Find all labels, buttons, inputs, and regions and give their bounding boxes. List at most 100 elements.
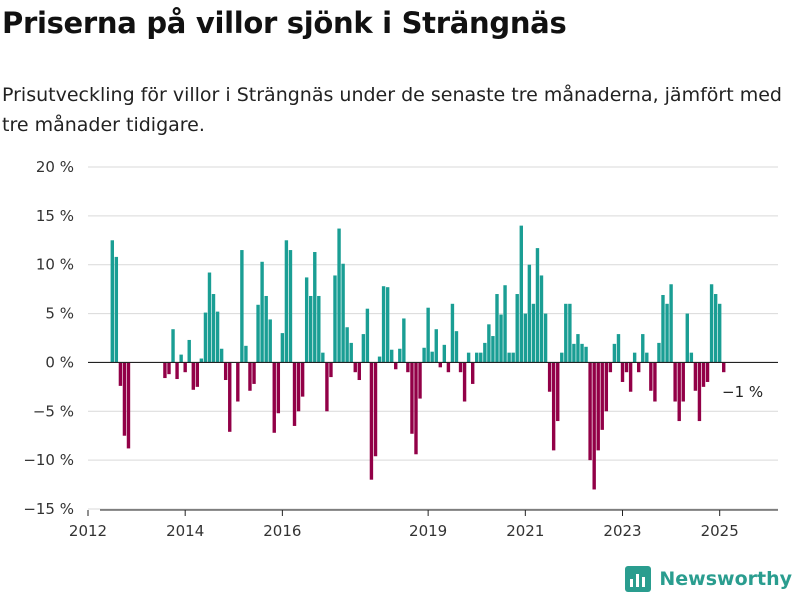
bar bbox=[353, 362, 357, 373]
bar bbox=[175, 362, 179, 380]
bar bbox=[580, 343, 584, 363]
y-tick-label: 20 % bbox=[36, 158, 74, 176]
bar bbox=[612, 343, 617, 363]
bar bbox=[592, 362, 596, 490]
y-tick-label: −15 % bbox=[23, 500, 74, 518]
bar bbox=[381, 286, 386, 363]
bar bbox=[620, 362, 625, 382]
bar bbox=[616, 334, 621, 363]
bar bbox=[709, 284, 714, 363]
bar bbox=[296, 362, 301, 412]
bar bbox=[462, 362, 467, 402]
bar bbox=[701, 362, 706, 387]
bar bbox=[365, 308, 370, 363]
bar bbox=[495, 294, 499, 363]
bar bbox=[560, 352, 564, 363]
x-tick-label: 2025 bbox=[701, 522, 739, 540]
bar bbox=[669, 284, 673, 363]
bar bbox=[215, 311, 220, 363]
bar bbox=[584, 346, 588, 363]
bar bbox=[673, 362, 677, 402]
bar bbox=[256, 304, 260, 363]
y-axis-tick-labels: 20 % 15 % 10 % 5 % 0 % −5 % −10 % −15 % bbox=[23, 158, 74, 518]
bar bbox=[377, 356, 382, 363]
gridlines bbox=[88, 166, 778, 510]
x-tick-label: 2014 bbox=[166, 522, 204, 540]
bar bbox=[442, 344, 447, 363]
bar bbox=[632, 352, 637, 363]
x-tick-label: 2012 bbox=[69, 522, 107, 540]
bar bbox=[406, 362, 410, 373]
bar bbox=[458, 362, 463, 373]
bar bbox=[535, 248, 540, 363]
bar bbox=[349, 342, 353, 363]
bar bbox=[628, 362, 633, 392]
bar bbox=[717, 303, 722, 363]
bar bbox=[126, 362, 131, 449]
y-tick-label: 10 % bbox=[36, 256, 74, 274]
bar bbox=[171, 329, 175, 363]
bar bbox=[280, 333, 285, 363]
bar bbox=[556, 362, 560, 422]
bar bbox=[292, 362, 297, 426]
bar bbox=[543, 313, 548, 363]
y-tick-label: 15 % bbox=[36, 207, 74, 225]
bar bbox=[357, 362, 361, 381]
bar bbox=[588, 362, 592, 461]
bar bbox=[264, 295, 268, 363]
bar bbox=[313, 252, 317, 363]
bar bbox=[187, 339, 191, 363]
bar bbox=[450, 303, 455, 363]
bar bbox=[325, 362, 329, 412]
bar bbox=[527, 264, 532, 363]
bar bbox=[551, 362, 556, 451]
x-tick-label: 2021 bbox=[506, 522, 544, 540]
bar bbox=[329, 362, 333, 378]
bar bbox=[454, 331, 459, 363]
bar bbox=[361, 334, 366, 363]
bar bbox=[624, 362, 629, 373]
bar bbox=[195, 362, 200, 387]
bar bbox=[466, 352, 471, 363]
bar bbox=[697, 362, 702, 422]
bar bbox=[414, 362, 418, 455]
bar bbox=[203, 312, 208, 363]
bar bbox=[369, 362, 374, 480]
bar bbox=[122, 362, 127, 436]
bar bbox=[576, 334, 580, 363]
bar bbox=[475, 352, 479, 363]
bar bbox=[689, 352, 694, 363]
bar bbox=[600, 362, 604, 430]
bar bbox=[564, 303, 568, 363]
y-tick-label: −10 % bbox=[23, 451, 74, 469]
bar bbox=[572, 343, 576, 363]
bar bbox=[677, 362, 681, 422]
bar bbox=[665, 303, 669, 363]
bar bbox=[487, 324, 491, 363]
bar bbox=[167, 362, 171, 375]
bar bbox=[300, 362, 305, 397]
bar bbox=[438, 362, 442, 368]
bar bbox=[236, 362, 240, 402]
bar bbox=[284, 240, 289, 363]
bar bbox=[321, 352, 325, 363]
bar bbox=[503, 285, 507, 363]
bar bbox=[471, 362, 475, 384]
bar bbox=[636, 362, 641, 373]
bar bbox=[596, 362, 600, 451]
bar bbox=[507, 352, 511, 363]
bar bbox=[568, 303, 572, 363]
bar bbox=[191, 362, 195, 390]
bar bbox=[390, 349, 394, 363]
bar bbox=[288, 250, 293, 363]
bar bbox=[410, 362, 414, 434]
bar bbox=[304, 277, 309, 363]
x-tick-label: 2023 bbox=[603, 522, 641, 540]
bar bbox=[539, 275, 544, 363]
chart-subtitle: Prisutveckling för villor i Strängnäs un… bbox=[2, 84, 782, 136]
bar bbox=[479, 352, 483, 363]
bar bbox=[483, 342, 487, 363]
brand-name: Newsworthy bbox=[659, 568, 792, 590]
bar bbox=[333, 275, 337, 363]
